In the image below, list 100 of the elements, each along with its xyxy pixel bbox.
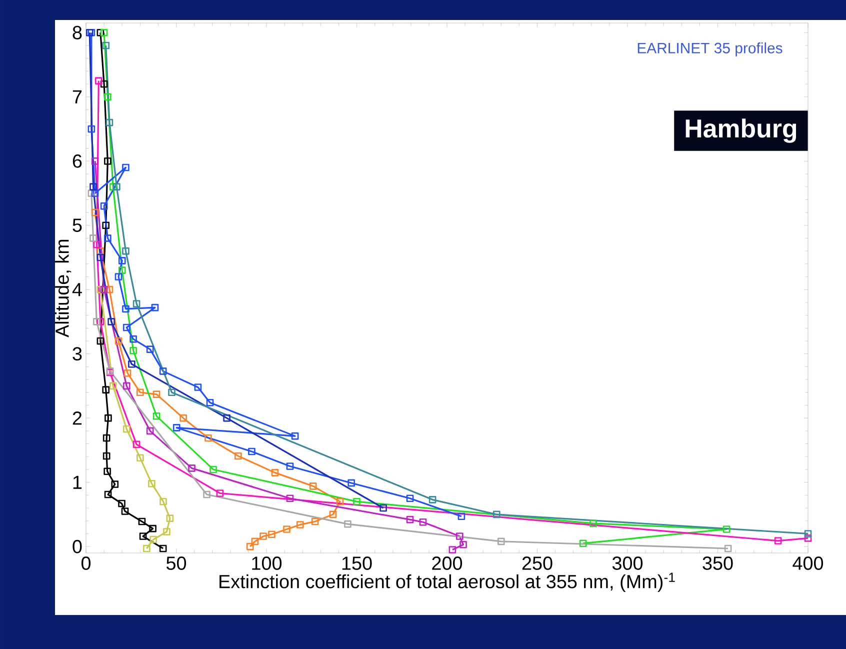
point [128, 360, 136, 368]
point [336, 498, 344, 506]
point [104, 414, 112, 422]
point [159, 544, 167, 552]
point [722, 526, 730, 533]
point [160, 498, 167, 506]
point [206, 399, 214, 406]
point [152, 390, 160, 398]
x-tick-label: 150 [342, 556, 372, 570]
point [132, 440, 140, 448]
point [268, 530, 276, 538]
point [286, 462, 294, 470]
point [136, 388, 144, 396]
y-tick-label: 4 [72, 283, 82, 296]
point [93, 318, 100, 326]
point [122, 164, 130, 172]
x-tick-label: 50 [166, 556, 186, 570]
point [271, 469, 279, 476]
point [96, 337, 104, 345]
point [104, 234, 112, 242]
point [118, 266, 126, 274]
point [88, 125, 96, 133]
y-tick-label: 2 [72, 411, 82, 425]
point [460, 540, 467, 548]
point [804, 530, 812, 538]
point [260, 532, 267, 540]
x-tick-label: 250 [522, 556, 552, 570]
point [124, 369, 132, 377]
point [130, 335, 137, 343]
point [121, 508, 129, 515]
point [100, 28, 108, 36]
point [344, 520, 352, 528]
y-tick-label: 3 [72, 347, 82, 361]
point [329, 510, 337, 518]
point [122, 425, 130, 433]
point [100, 286, 108, 294]
point [91, 208, 99, 216]
point [188, 464, 196, 472]
point [493, 510, 500, 518]
point [448, 546, 456, 554]
point [151, 304, 159, 312]
point [118, 257, 126, 264]
point [118, 500, 126, 508]
point [380, 504, 387, 512]
point [90, 183, 97, 190]
point [122, 305, 130, 313]
point [96, 247, 104, 255]
point [406, 494, 414, 502]
point [456, 532, 464, 540]
point [96, 254, 104, 262]
x-tick-label: 350 [702, 556, 733, 570]
point [283, 526, 290, 533]
point [138, 518, 146, 526]
point [163, 528, 170, 536]
point [122, 324, 130, 332]
point [774, 537, 782, 544]
point [194, 384, 202, 391]
x-tick-label: 200 [432, 556, 462, 570]
x-tick-label: 400 [792, 556, 824, 570]
point [406, 516, 414, 524]
y-tick-label: 8 [72, 26, 82, 40]
point [152, 412, 160, 420]
point [114, 273, 122, 280]
y-axis-title: Altitude, km [54, 240, 72, 338]
point [102, 222, 110, 229]
point [311, 518, 319, 526]
point [291, 432, 299, 440]
point [309, 482, 317, 490]
point [122, 382, 130, 390]
point [102, 434, 110, 442]
point [104, 468, 111, 476]
point [96, 286, 104, 294]
x-tick-label: 100 [252, 556, 282, 570]
point [168, 388, 176, 396]
point [223, 414, 230, 422]
point [109, 183, 117, 190]
point [150, 536, 157, 544]
point [90, 234, 97, 242]
point [102, 42, 110, 50]
point [100, 80, 108, 88]
x-axis-title: Extinction coefficient of total aerosol at 355 nm, (Mm)$^{-1}$ [220, 572, 675, 592]
point [286, 494, 294, 502]
point [419, 518, 427, 526]
point [130, 346, 137, 354]
point [216, 490, 224, 497]
annotation: EARLINET 35 profiles [638, 42, 782, 56]
point [180, 414, 187, 422]
point [139, 532, 147, 540]
point [210, 466, 217, 474]
point [146, 427, 154, 435]
point [102, 386, 110, 394]
point [114, 337, 122, 345]
point [428, 496, 436, 504]
point [149, 524, 156, 532]
point [166, 514, 174, 522]
y-tick-label: 7 [72, 90, 82, 104]
point [88, 190, 96, 197]
point [106, 286, 114, 294]
point [172, 424, 180, 432]
point [96, 318, 104, 326]
